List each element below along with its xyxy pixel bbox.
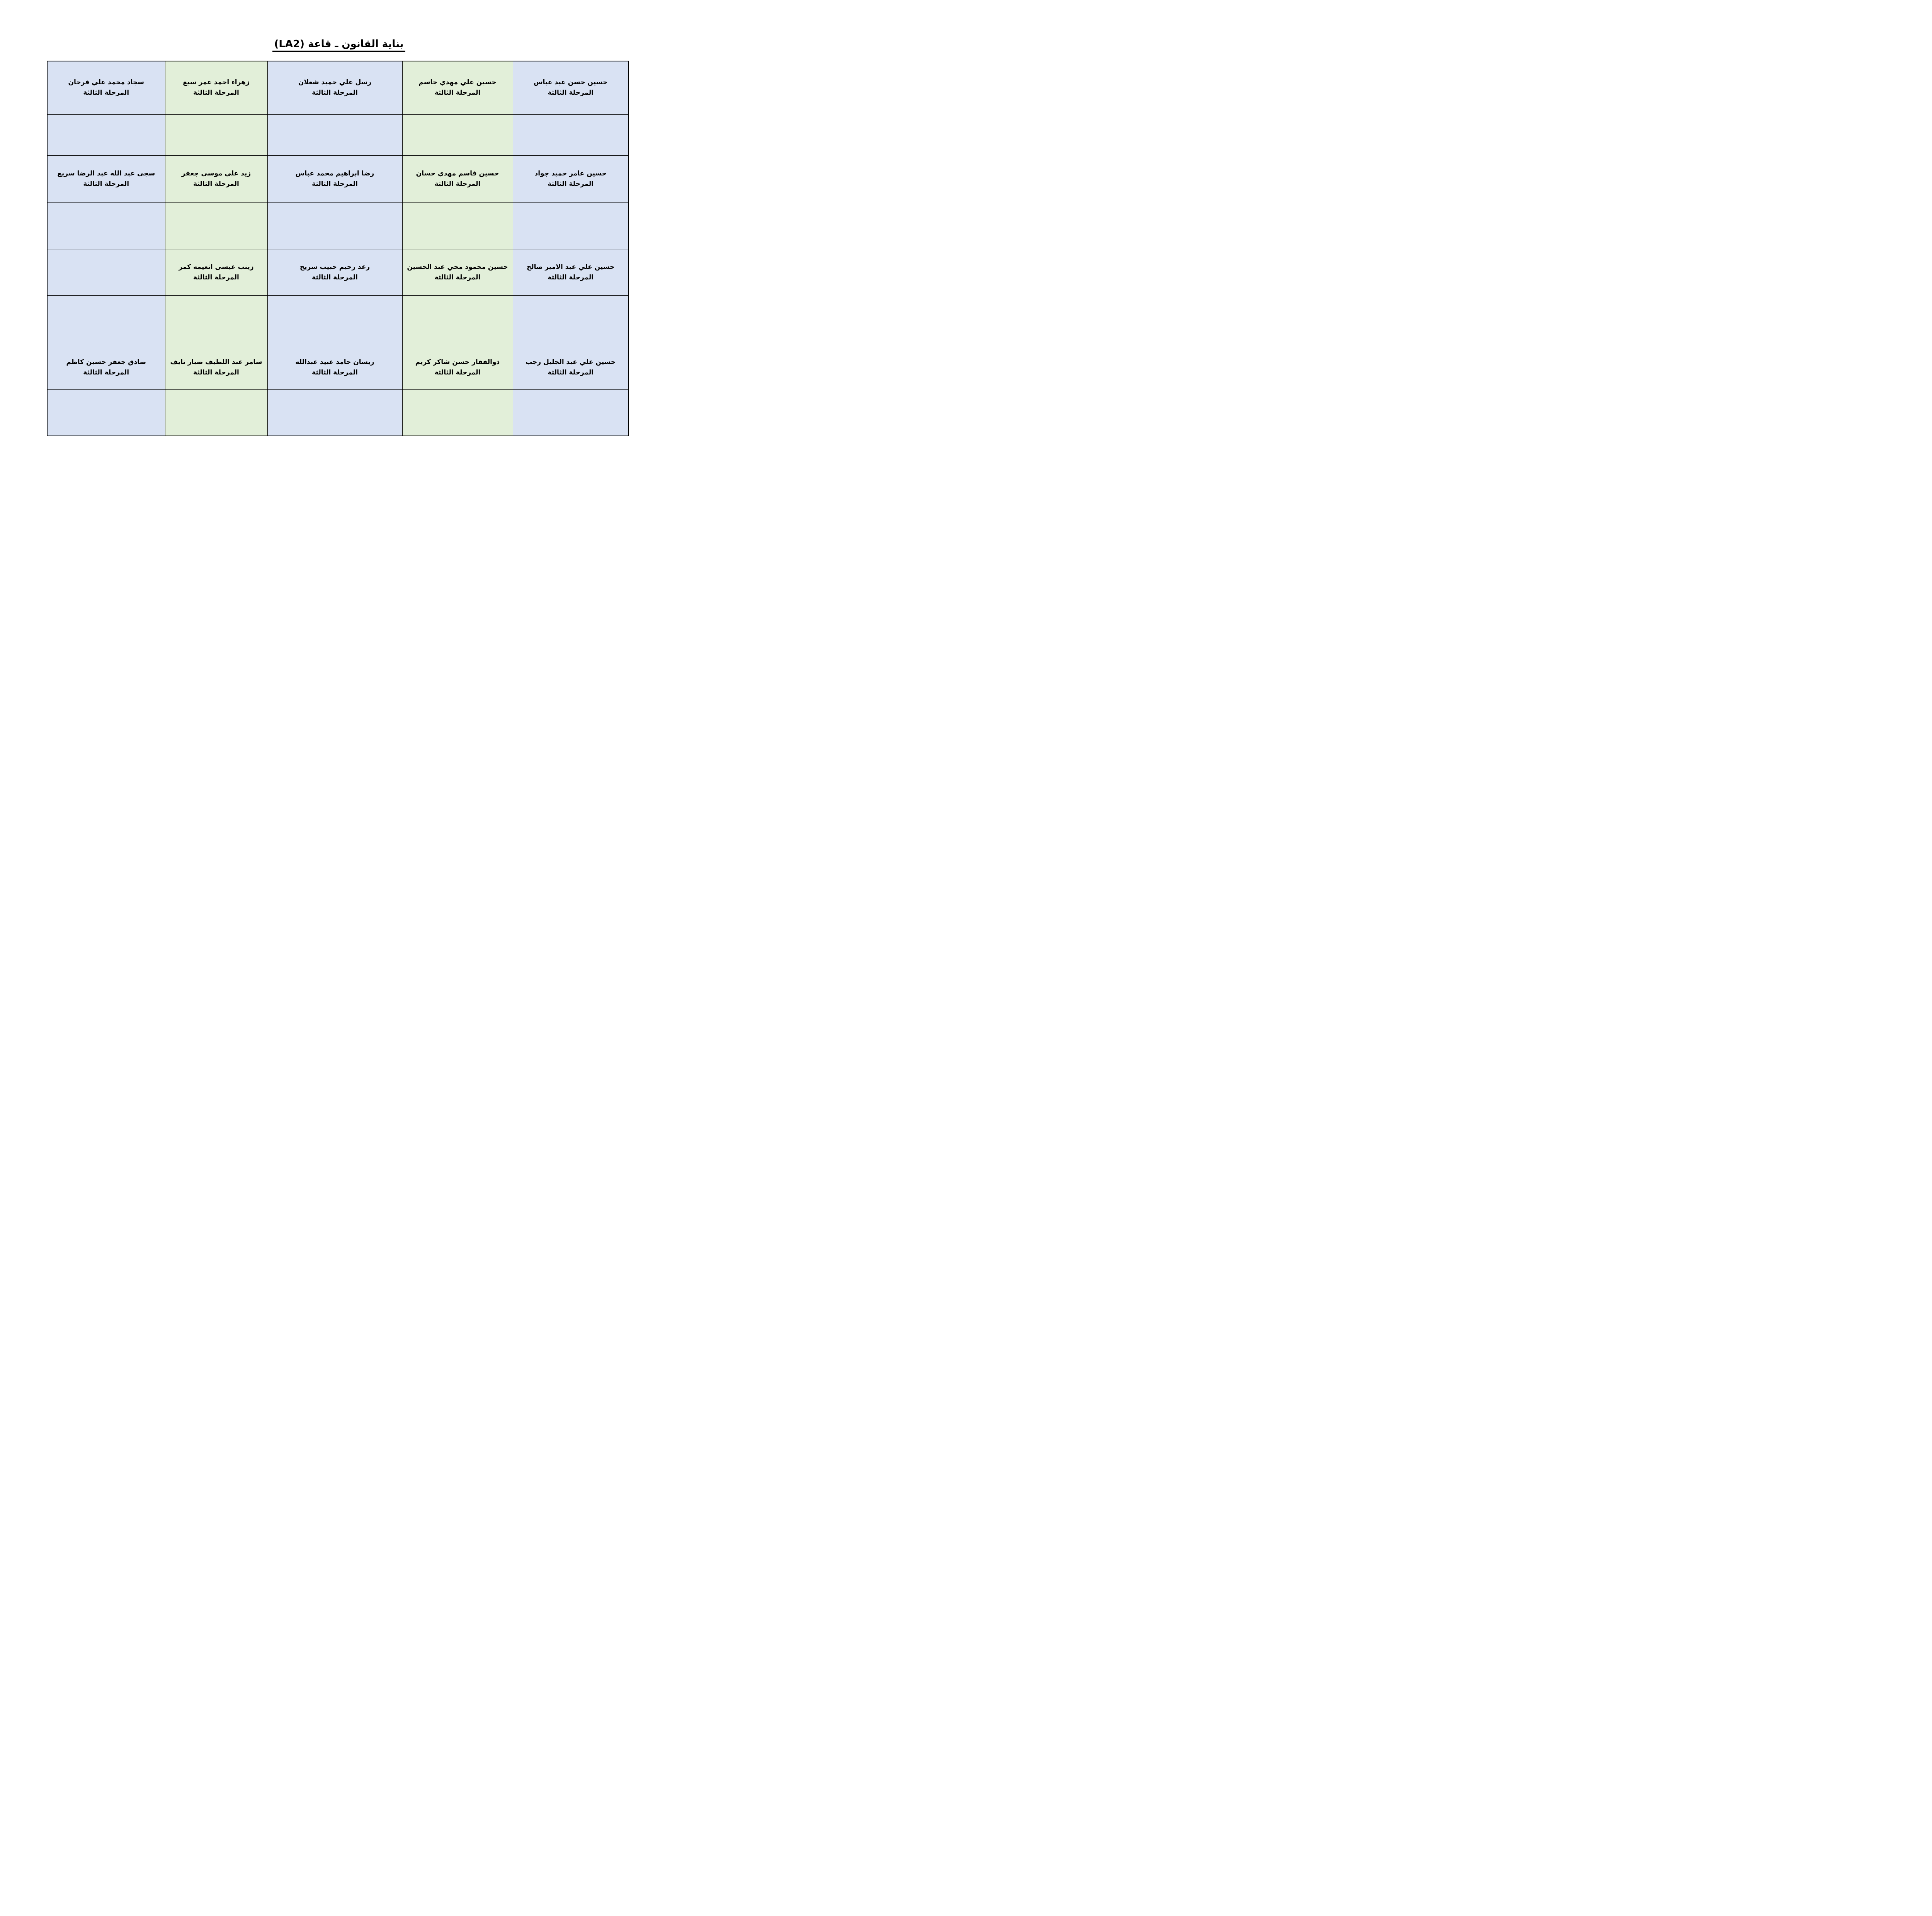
table-row-names-3: حسين علي عبد الامير صالح المرحلة الثالثة … bbox=[47, 249, 629, 296]
empty-cell bbox=[47, 295, 165, 346]
student-stage: المرحلة الثالثة bbox=[434, 369, 481, 376]
student-stage: المرحلة الثالثة bbox=[193, 180, 239, 188]
student-name: ريسان حامد عبيد عبدالله bbox=[295, 358, 374, 366]
student-stage: المرحلة الثالثة bbox=[193, 274, 239, 281]
empty-cell bbox=[267, 389, 403, 436]
student-name: حسين عامر حميد جواد bbox=[534, 169, 607, 177]
student-stage: المرحلة الثالثة bbox=[193, 369, 239, 376]
student-name: سامر عبد اللطيف صبار نايف bbox=[170, 358, 262, 366]
empty-cell bbox=[47, 202, 165, 250]
document-page: بناية القانون ـ قاعة (LA2) حسين حسن عبد … bbox=[0, 0, 678, 479]
student-cell: زينب عيسى انعيمه كمر المرحلة الثالثة bbox=[165, 249, 268, 296]
empty-cell bbox=[165, 389, 268, 436]
student-name: رغد رحيم حبيب سريح bbox=[299, 263, 370, 271]
student-name: حسين حسن عبد عباس bbox=[534, 78, 608, 87]
empty-cell bbox=[402, 389, 513, 436]
student-stage: المرحلة الثالثة bbox=[83, 180, 129, 188]
empty-cell bbox=[47, 249, 165, 296]
page-title: بناية القانون ـ قاعة (LA2) bbox=[272, 38, 405, 52]
student-cell: سامر عبد اللطيف صبار نايف المرحلة الثالثة bbox=[165, 345, 268, 390]
student-name: حسين علي عبد الامير صالح bbox=[526, 263, 615, 271]
student-cell: سجاد محمد علي فرحان المرحلة الثالثة bbox=[47, 61, 165, 115]
student-stage: المرحلة الثالثة bbox=[312, 274, 358, 281]
table-row-names-4: حسين علي عبد الجليل رجب المرحلة الثالثة ذ… bbox=[47, 345, 629, 390]
student-cell: ريسان حامد عبيد عبدالله المرحلة الثالثة bbox=[267, 345, 403, 390]
student-cell: حسين قاسم مهدي حسان المرحلة الثالثة bbox=[402, 155, 513, 203]
student-name: ذوالفقار حسن شاكر كريم bbox=[415, 358, 500, 366]
student-cell: حسين محمود محي عبد الحسين المرحلة الثالثة bbox=[402, 249, 513, 296]
student-cell: حسين علي عبد الامير صالح المرحلة الثالثة bbox=[512, 249, 629, 296]
student-cell: صادق جعفر حسين كاظم المرحلة الثالثة bbox=[47, 345, 165, 390]
student-cell: رغد رحيم حبيب سريح المرحلة الثالثة bbox=[267, 249, 403, 296]
student-stage: المرحلة الثالثة bbox=[548, 369, 594, 376]
empty-cell bbox=[402, 202, 513, 250]
student-name: زهراء احمد عمر سبع bbox=[183, 78, 250, 87]
student-name: سجاد محمد علي فرحان bbox=[68, 78, 144, 87]
student-cell: حسين علي عبد الجليل رجب المرحلة الثالثة bbox=[512, 345, 629, 390]
student-stage: المرحلة الثالثة bbox=[312, 369, 358, 376]
table-row-names-1: حسين حسن عبد عباس المرحلة الثالثة حسين عل… bbox=[47, 61, 629, 115]
student-stage: المرحلة الثالثة bbox=[312, 180, 358, 188]
student-cell: حسين عامر حميد جواد المرحلة الثالثة bbox=[512, 155, 629, 203]
student-name: حسين علي مهدي جاسم bbox=[418, 78, 497, 87]
empty-cell bbox=[512, 295, 629, 346]
student-cell: ذوالفقار حسن شاكر كريم المرحلة الثالثة bbox=[402, 345, 513, 390]
student-stage: المرحلة الثالثة bbox=[312, 89, 358, 97]
student-name: صادق جعفر حسين كاظم bbox=[66, 358, 146, 366]
table-row-empty-4 bbox=[47, 389, 629, 436]
student-cell: زهراء احمد عمر سبع المرحلة الثالثة bbox=[165, 61, 268, 115]
empty-cell bbox=[402, 114, 513, 156]
empty-cell bbox=[267, 202, 403, 250]
empty-cell bbox=[47, 389, 165, 436]
student-cell: حسين حسن عبد عباس المرحلة الثالثة bbox=[512, 61, 629, 115]
student-name: حسين قاسم مهدي حسان bbox=[416, 169, 499, 177]
student-stage: المرحلة الثالثة bbox=[434, 274, 481, 281]
student-stage: المرحلة الثالثة bbox=[83, 369, 129, 376]
title-container: بناية القانون ـ قاعة (LA2) bbox=[0, 38, 678, 52]
student-name: حسين محمود محي عبد الحسين bbox=[407, 263, 508, 271]
empty-cell bbox=[47, 114, 165, 156]
student-name: زينب عيسى انعيمه كمر bbox=[179, 263, 254, 271]
student-stage: المرحلة الثالثة bbox=[83, 89, 129, 97]
student-name: سجى عبد الله عبد الرضا سريع bbox=[57, 169, 155, 177]
student-name: رضا ابراهيم محمد عباس bbox=[295, 169, 374, 177]
student-cell: سجى عبد الله عبد الرضا سريع المرحلة الثال… bbox=[47, 155, 165, 203]
student-stage: المرحلة الثالثة bbox=[193, 89, 239, 97]
student-name: حسين علي عبد الجليل رجب bbox=[526, 358, 616, 366]
empty-cell bbox=[165, 295, 268, 346]
empty-cell bbox=[165, 202, 268, 250]
empty-cell bbox=[512, 389, 629, 436]
empty-cell bbox=[512, 114, 629, 156]
student-stage: المرحلة الثالثة bbox=[548, 274, 594, 281]
table-row-empty-3 bbox=[47, 295, 629, 346]
table-row-empty-2 bbox=[47, 202, 629, 250]
empty-cell bbox=[512, 202, 629, 250]
student-name: زيد علي موسى جعفر bbox=[181, 169, 251, 177]
student-name: رسل علي حميد شعلان bbox=[298, 78, 372, 87]
empty-cell bbox=[267, 295, 403, 346]
student-cell: حسين علي مهدي جاسم المرحلة الثالثة bbox=[402, 61, 513, 115]
student-stage: المرحلة الثالثة bbox=[548, 180, 594, 188]
student-stage: المرحلة الثالثة bbox=[548, 89, 594, 97]
empty-cell bbox=[402, 295, 513, 346]
empty-cell bbox=[165, 114, 268, 156]
table-row-names-2: حسين عامر حميد جواد المرحلة الثالثة حسين … bbox=[47, 155, 629, 203]
student-cell: رضا ابراهيم محمد عباس المرحلة الثالثة bbox=[267, 155, 403, 203]
student-stage: المرحلة الثالثة bbox=[434, 89, 481, 97]
empty-cell bbox=[267, 114, 403, 156]
student-cell: زيد علي موسى جعفر المرحلة الثالثة bbox=[165, 155, 268, 203]
seating-table: حسين حسن عبد عباس المرحلة الثالثة حسين عل… bbox=[47, 61, 629, 436]
student-stage: المرحلة الثالثة bbox=[434, 180, 481, 188]
table-row-empty-1 bbox=[47, 114, 629, 156]
student-cell: رسل علي حميد شعلان المرحلة الثالثة bbox=[267, 61, 403, 115]
